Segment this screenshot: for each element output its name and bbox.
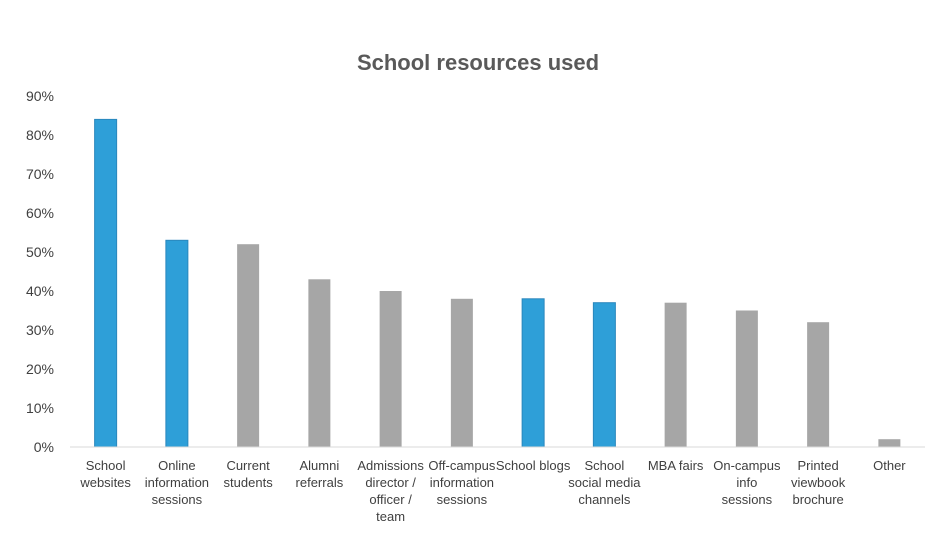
bar	[735, 310, 758, 447]
y-tick-label: 30%	[26, 322, 54, 338]
bar	[94, 118, 118, 448]
y-tick-label: 70%	[26, 166, 54, 182]
y-tick-label: 10%	[26, 400, 54, 416]
y-tick-label: 80%	[26, 127, 54, 143]
bar	[165, 239, 189, 448]
x-tick-label: Alumni referrals	[296, 458, 344, 490]
x-tick-label: On-campus info sessions	[713, 458, 781, 507]
chart-title: School resources used	[357, 50, 599, 75]
x-axis: School websites Online information sessions C…	[79, 458, 906, 524]
bar	[521, 298, 545, 448]
y-axis: 0% 10% 20% 30% 40% 50% 60% 70% 80% 90%	[26, 88, 54, 455]
bars	[94, 118, 901, 448]
bar	[308, 279, 331, 447]
bar	[450, 298, 473, 447]
bar	[878, 439, 901, 447]
x-tick-label: School websites	[79, 458, 131, 490]
x-tick-label: Off-campus information sessions	[428, 458, 495, 507]
y-tick-label: 60%	[26, 205, 54, 221]
x-tick-label: Printed viewbook brochure	[791, 458, 846, 507]
y-tick-label: 20%	[26, 361, 54, 377]
x-tick-label: Other	[873, 458, 906, 473]
y-tick-label: 0%	[34, 439, 54, 455]
x-tick-label: School social media channels	[568, 458, 641, 507]
y-tick-label: 40%	[26, 283, 54, 299]
bar	[592, 302, 616, 448]
y-tick-label: 50%	[26, 244, 54, 260]
bar	[664, 302, 687, 447]
y-tick-label: 90%	[26, 88, 54, 104]
bar	[807, 322, 830, 447]
x-tick-label: MBA fairs	[648, 458, 704, 473]
x-tick-label: Admissions director / officer / team	[357, 458, 424, 524]
bar	[237, 244, 260, 447]
x-tick-label: School blogs	[496, 458, 571, 473]
x-tick-label: Current students	[224, 458, 274, 490]
x-tick-label: Online information sessions	[145, 458, 209, 507]
bar	[379, 291, 402, 447]
